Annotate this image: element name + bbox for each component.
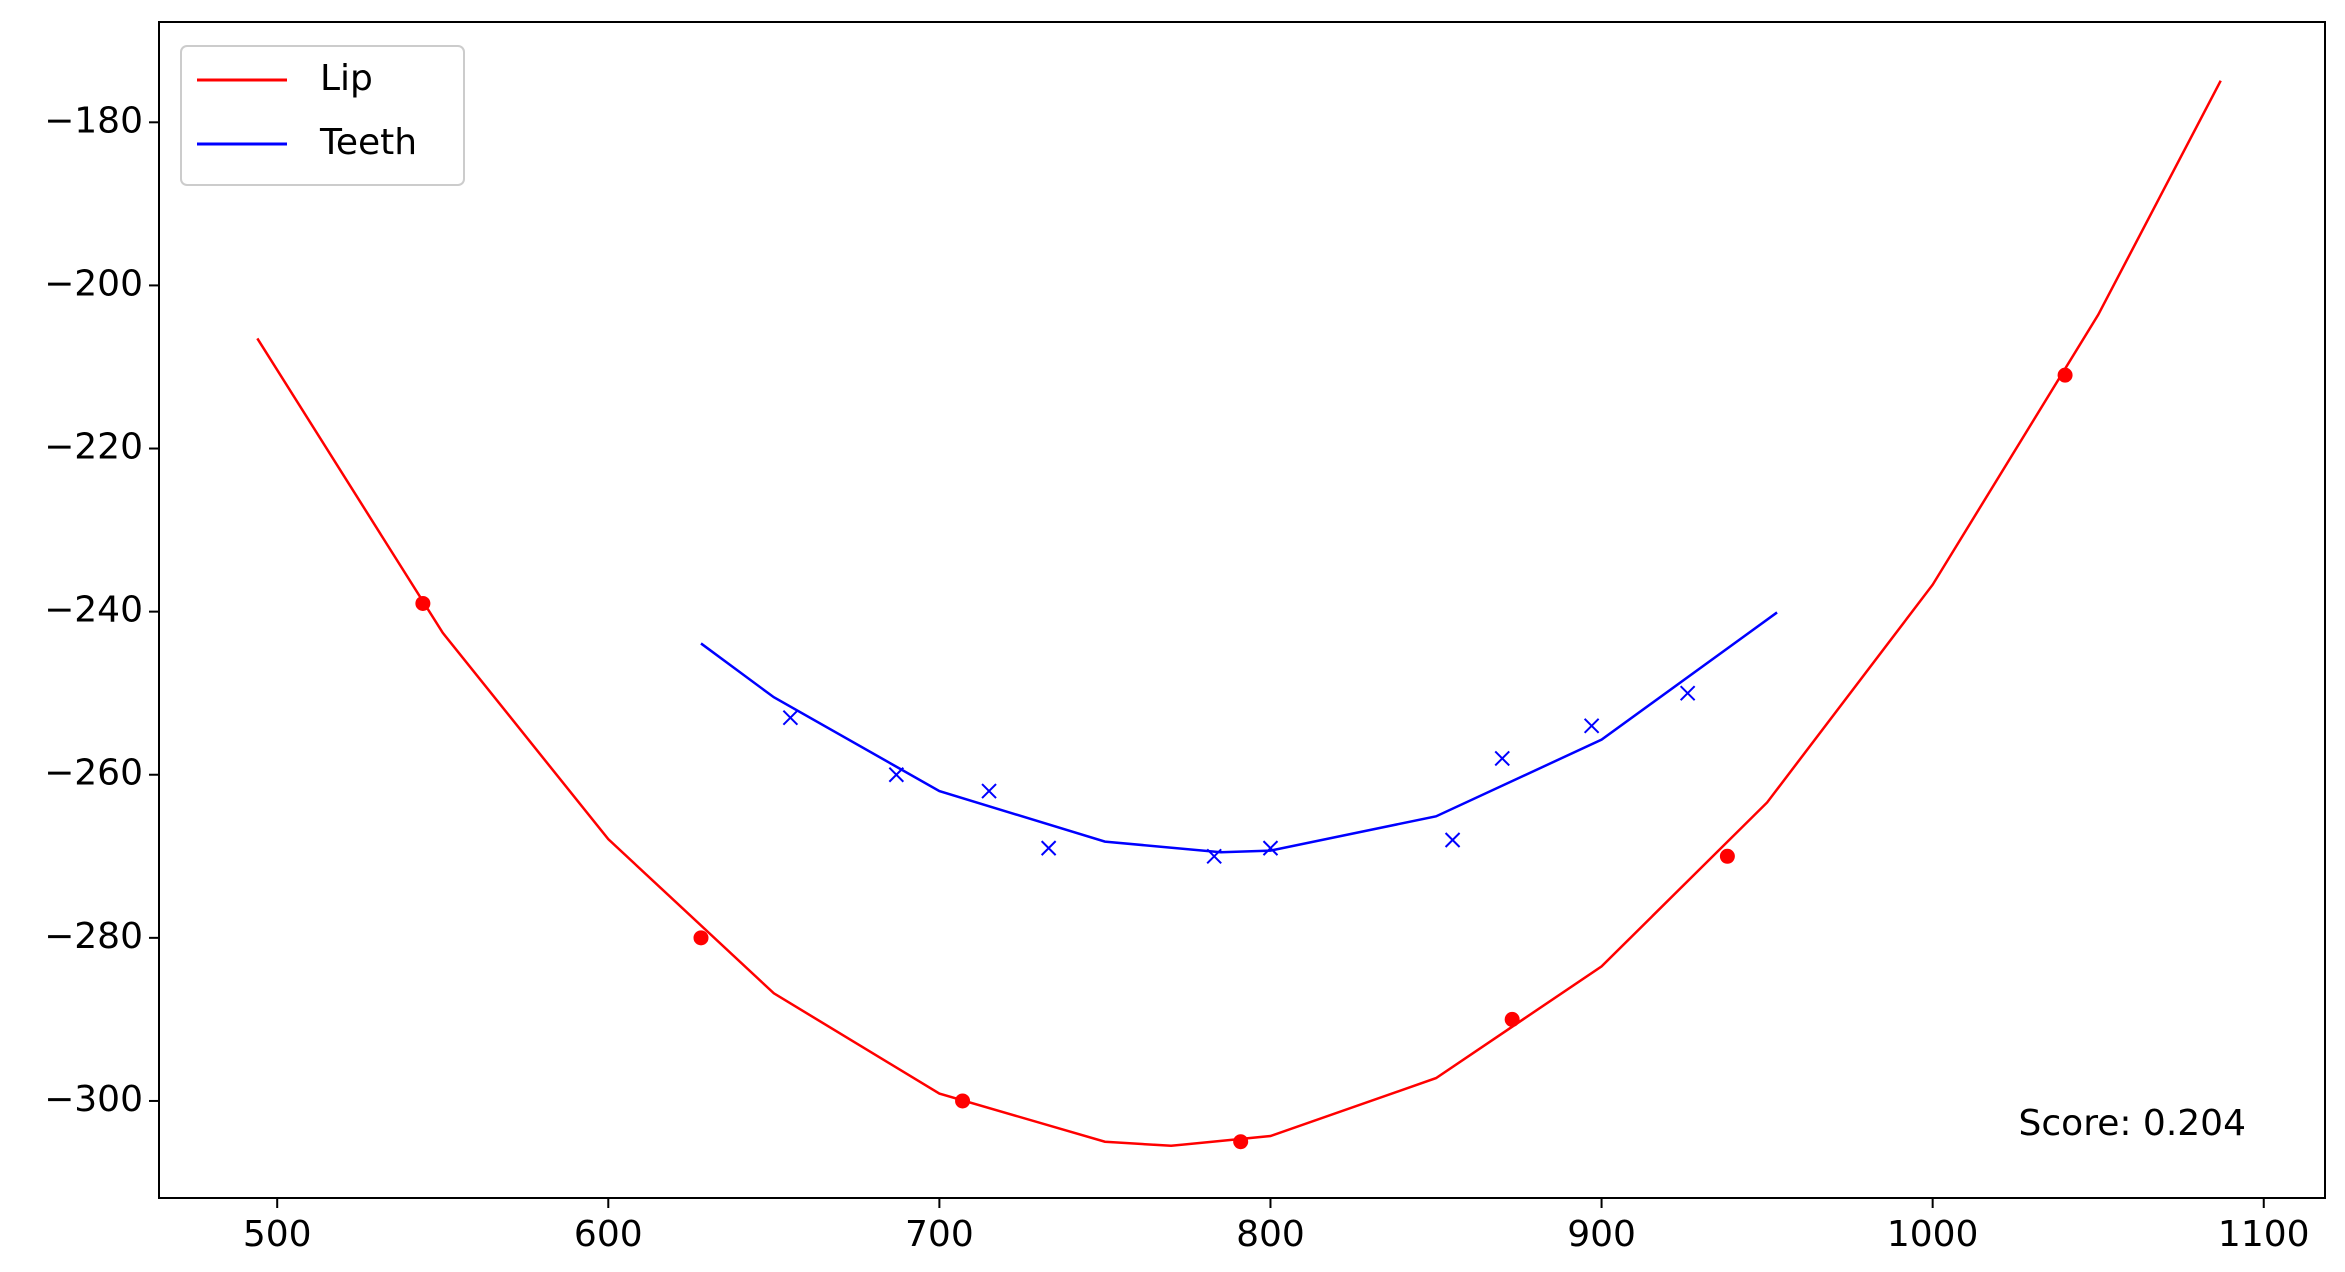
data-point [1494, 750, 1510, 767]
y-tick-label: −200 [44, 263, 143, 304]
data-point [693, 930, 709, 946]
data-point [888, 767, 905, 783]
x-tick-label: 900 [1567, 1214, 1636, 1255]
data-point [955, 1093, 971, 1109]
data-point [981, 783, 997, 799]
data-point [1206, 848, 1222, 864]
y-tick-label: −260 [44, 753, 143, 794]
data-point [1444, 832, 1461, 848]
x-tick-label: 700 [905, 1214, 974, 1255]
x-tick-label: 1100 [2218, 1214, 2310, 1255]
data-point [1262, 840, 1279, 856]
data-point [1233, 1134, 1249, 1150]
y-tick-label: −240 [44, 590, 143, 631]
x-tick-label: 800 [1236, 1214, 1305, 1255]
y-tick-label: −300 [44, 1079, 143, 1120]
y-tick-label: −180 [44, 100, 143, 141]
plot-frame [158, 21, 2326, 1199]
data-point [415, 595, 431, 611]
x-tick-label: 1000 [1887, 1214, 1979, 1255]
data-point [1719, 848, 1735, 864]
data-point [1583, 718, 1600, 734]
data-point [1679, 685, 1696, 701]
y-tick-label: −280 [44, 916, 143, 957]
x-tick-label: 500 [243, 1214, 312, 1255]
fit-line [700, 611, 1778, 854]
data-point [2057, 367, 2073, 383]
data-point [1504, 1011, 1520, 1027]
legend-label: Lip [320, 58, 373, 99]
data-point [782, 709, 799, 726]
data-point [1040, 840, 1057, 856]
y-tick-label: −220 [44, 427, 143, 468]
legend-label: Teeth [319, 122, 417, 163]
fit-line [256, 80, 2222, 1148]
score-annotation: Score: 0.204 [2019, 1103, 2246, 1144]
x-tick-label: 600 [574, 1214, 643, 1255]
